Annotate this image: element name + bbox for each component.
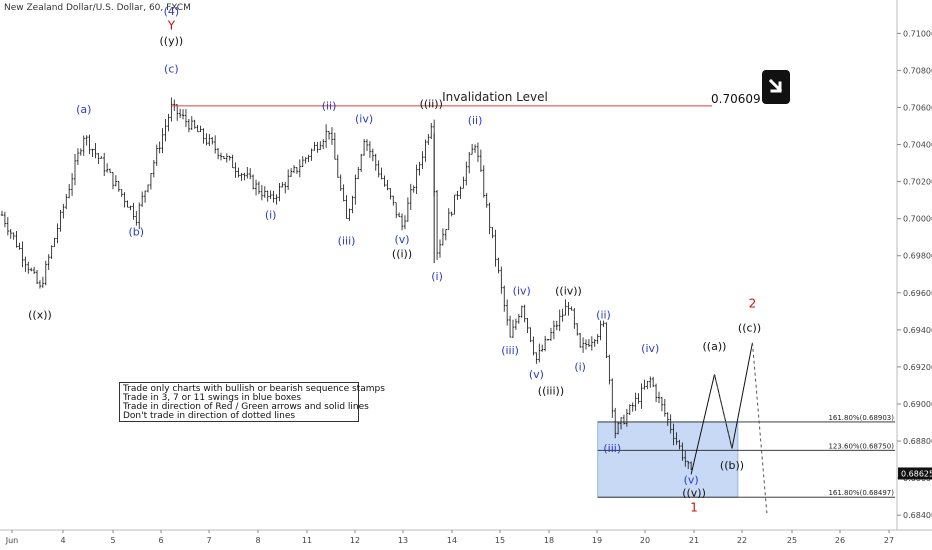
wave-label: 2 <box>749 297 757 311</box>
time-tick-label: 15 <box>495 536 505 545</box>
invalidation-value: 0.70609 <box>711 92 761 106</box>
rule-line: Trade only charts with bullish or bearis… <box>123 384 385 394</box>
wave-label: ((iv)) <box>555 285 582 298</box>
time-tick-label: 11 <box>302 536 312 545</box>
down-right-arrow-icon <box>768 78 783 93</box>
time-tick-label: 6 <box>158 536 163 545</box>
wave-label: (i) <box>431 270 443 283</box>
time-tick-label: 22 <box>737 536 747 545</box>
time-tick-label: 20 <box>640 536 650 545</box>
wave-label: (v) <box>684 474 699 487</box>
wave-label: Y <box>167 19 176 33</box>
wave-label: (ii) <box>596 309 611 322</box>
rule-line: Trade in 3, 7 or 11 swings in blue boxes <box>123 393 302 403</box>
time-axis-layer: Jun 4 5 6 7 8 11 12 13 14 15 18 19 20 21 22 25 26 27 <box>0 529 932 545</box>
candlestick-layer <box>0 97 693 471</box>
wave-label: ((b)) <box>720 459 744 472</box>
fib-level-label: 161.80%(0.68497) <box>828 489 894 497</box>
blue-target-box <box>597 421 739 498</box>
time-tick-label: 27 <box>884 536 894 545</box>
wave-label: (4) <box>164 5 180 18</box>
wave-label: (b) <box>129 225 145 238</box>
wave-label: (i) <box>265 209 277 222</box>
wave-label: ((ii)) <box>420 97 443 110</box>
wave-label: (v) <box>394 233 409 246</box>
time-tick-label: Jun <box>5 536 19 545</box>
wave-label: (iv) <box>641 342 659 355</box>
wave-label: ((a)) <box>703 340 727 353</box>
wave-label: ((x)) <box>28 309 52 322</box>
wave-label: (ii) <box>322 99 337 112</box>
trading-rules-box: Trade only charts with bullish or bearis… <box>119 382 385 422</box>
wave-label: ((iii)) <box>538 385 564 398</box>
fib-level-label: 161.80%(0.68903) <box>828 414 894 422</box>
wave-labels-layer: (4)Y((y)) (c) ((x)) (a) (b) (i) (ii) (iii) (iv) (… <box>28 5 761 515</box>
fib-level-label: 123.60%(0.68750) <box>828 442 894 450</box>
time-tick-label: 19 <box>592 536 602 545</box>
time-tick-label: 26 <box>835 536 845 545</box>
time-tick-label: 8 <box>255 536 260 545</box>
wave-label: ((c)) <box>738 322 761 335</box>
invalidation-label: Invalidation Level <box>442 90 548 104</box>
chart-title: New Zealand Dollar/U.S. Dollar, 60, FXCM <box>4 3 191 13</box>
rule-line: Trade in direction of Red / Green arrows… <box>123 402 369 412</box>
wave-label: ((v)) <box>682 487 706 500</box>
time-tick-label: 21 <box>689 536 699 545</box>
wave-label: (iv) <box>355 112 373 125</box>
wave-label: (c) <box>164 62 179 75</box>
current-price-label: 0.68625 <box>901 469 932 478</box>
time-tick-label: 14 <box>447 536 457 545</box>
wave-label: (iii) <box>338 235 356 248</box>
time-tick-label: 5 <box>110 536 115 545</box>
time-tick-label: 7 <box>206 536 211 545</box>
annotation-lines-layer: 161.80%(0.68903) 123.60%(0.68750) 161.80%(… <box>171 90 895 516</box>
time-tick-label: 4 <box>60 536 65 545</box>
time-tick-label: 25 <box>787 536 797 545</box>
wave-label: (i) <box>574 361 586 374</box>
wave-label: ((y)) <box>160 34 184 47</box>
wave-label: (ii) <box>468 114 483 127</box>
wave-label: (iii) <box>603 442 621 455</box>
down-right-arrow-badge <box>762 70 790 104</box>
blue-box-layer <box>597 421 739 498</box>
time-tick-label: 12 <box>350 536 360 545</box>
wave-label: 1 <box>690 500 698 514</box>
wave-label: (a) <box>76 103 91 116</box>
rule-line: Don't trade in direction of dotted lines <box>123 411 296 421</box>
projection-dotted-line <box>713 374 733 449</box>
time-tick-label: 18 <box>544 536 554 545</box>
wave-label: (iv) <box>513 285 531 298</box>
wave-label: ((i)) <box>392 248 412 261</box>
time-tick-label: 13 <box>398 536 408 545</box>
wave-label: (iii) <box>501 344 519 357</box>
projection-dotted-line <box>751 342 768 516</box>
wave-label: (v) <box>529 368 544 381</box>
current-price-tag <box>898 467 932 480</box>
